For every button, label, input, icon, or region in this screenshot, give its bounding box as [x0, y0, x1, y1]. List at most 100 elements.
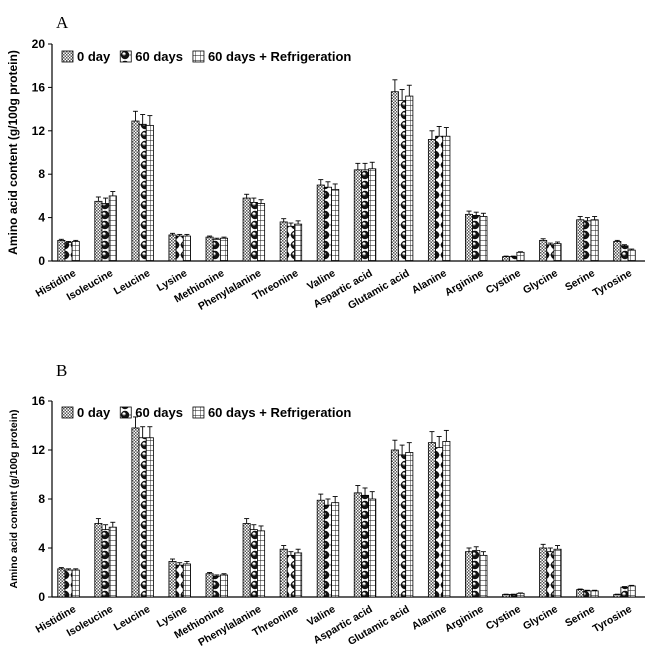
bar	[368, 498, 377, 598]
bar	[64, 242, 73, 262]
legend-swatch-checker-icon	[61, 50, 74, 63]
bar	[131, 427, 140, 598]
y-tick-label: 4	[38, 541, 45, 555]
y-tick-label: 12	[32, 124, 46, 138]
x-tick-label: Cystine	[484, 603, 523, 632]
y-tick-label: 16	[32, 80, 46, 94]
bar	[279, 221, 288, 262]
bar	[219, 574, 228, 598]
bar	[620, 245, 629, 262]
legend-entry: 0 day	[77, 49, 111, 64]
bar	[442, 441, 451, 598]
bar	[168, 561, 177, 598]
legend-swatch-grid-icon	[192, 50, 205, 63]
bar	[613, 594, 622, 598]
bar	[108, 195, 117, 262]
panel-a: A Amino acid content (g/100g protein) 0 4 8 1…	[6, 13, 645, 313]
x-tick-label: Cystine	[484, 267, 523, 296]
bar	[502, 594, 511, 598]
bar	[323, 504, 332, 598]
legend-swatch-checker-icon	[61, 406, 74, 419]
bar	[368, 168, 377, 262]
x-tick-label: Tyrosine	[591, 603, 634, 635]
bar	[205, 236, 214, 262]
bar	[249, 202, 258, 262]
x-tick-label: Leucine	[112, 267, 153, 297]
bar	[553, 548, 562, 598]
bar	[182, 235, 191, 262]
bar	[398, 100, 407, 262]
bar	[212, 238, 221, 262]
bar	[138, 123, 147, 262]
bar	[427, 139, 436, 262]
x-tick-label: Alanine	[410, 603, 449, 632]
bar	[390, 449, 399, 598]
bar	[64, 569, 73, 598]
bar	[509, 256, 518, 262]
panel-label: A	[56, 13, 69, 32]
bar	[353, 492, 362, 598]
bar	[94, 523, 103, 598]
bar	[175, 564, 184, 598]
bar	[590, 590, 599, 598]
bar	[627, 585, 636, 598]
x-tick-label: Alanine	[410, 267, 449, 296]
bar	[553, 243, 562, 262]
bar	[108, 526, 117, 598]
y-tick-label: 4	[38, 211, 45, 225]
bar	[516, 251, 525, 262]
bar	[479, 216, 488, 262]
bar	[361, 169, 370, 262]
bar	[182, 563, 191, 598]
legend-entry: 60 days	[135, 405, 183, 420]
y-tick-label: 8	[38, 167, 45, 181]
bar	[539, 547, 548, 598]
bar	[294, 552, 303, 598]
x-tick-label: Leucine	[112, 603, 153, 633]
bar	[242, 523, 251, 598]
bar	[145, 124, 154, 262]
bar	[257, 530, 266, 598]
bar	[286, 225, 295, 262]
bar	[546, 244, 555, 262]
bar	[576, 589, 585, 598]
legend-entry: 60 days	[135, 49, 183, 64]
bar	[427, 442, 436, 598]
bar	[71, 569, 80, 598]
panel-label: B	[56, 361, 67, 380]
bar	[212, 575, 221, 598]
bar	[249, 529, 258, 598]
y-tick-label: 8	[38, 492, 45, 506]
bar	[175, 235, 184, 262]
bar	[465, 551, 474, 598]
x-tick-label: Arginine	[443, 267, 486, 299]
legend-entry: 60 days + Refrigeration	[208, 405, 351, 420]
y-tick-label: 20	[32, 37, 46, 51]
bar	[94, 200, 103, 262]
x-tick-label: Glycine	[521, 267, 560, 296]
legend-swatch-sphere-icon	[119, 406, 132, 419]
bar	[242, 197, 251, 262]
bar	[145, 437, 154, 598]
bar	[219, 237, 228, 262]
x-tick-label: Arginine	[443, 603, 486, 635]
legend-entry: 60 days + Refrigeration	[208, 49, 351, 64]
bar	[398, 454, 407, 598]
bar	[294, 223, 303, 262]
y-tick-label: 12	[32, 443, 46, 457]
bar	[279, 548, 288, 598]
bar	[472, 550, 481, 598]
bar	[539, 239, 548, 262]
y-tick-label: 16	[32, 394, 46, 408]
bar	[286, 554, 295, 598]
bar	[138, 437, 147, 598]
bar	[405, 95, 414, 262]
bar	[583, 220, 592, 262]
bar	[465, 213, 474, 262]
y-tick-label: 0	[38, 254, 45, 268]
panel-b: B Amino acid content (g/100g protein) 0 4 8 1…	[8, 361, 645, 649]
bar	[435, 447, 444, 598]
legend-swatch-grid-icon	[192, 406, 205, 419]
bar	[331, 188, 340, 262]
